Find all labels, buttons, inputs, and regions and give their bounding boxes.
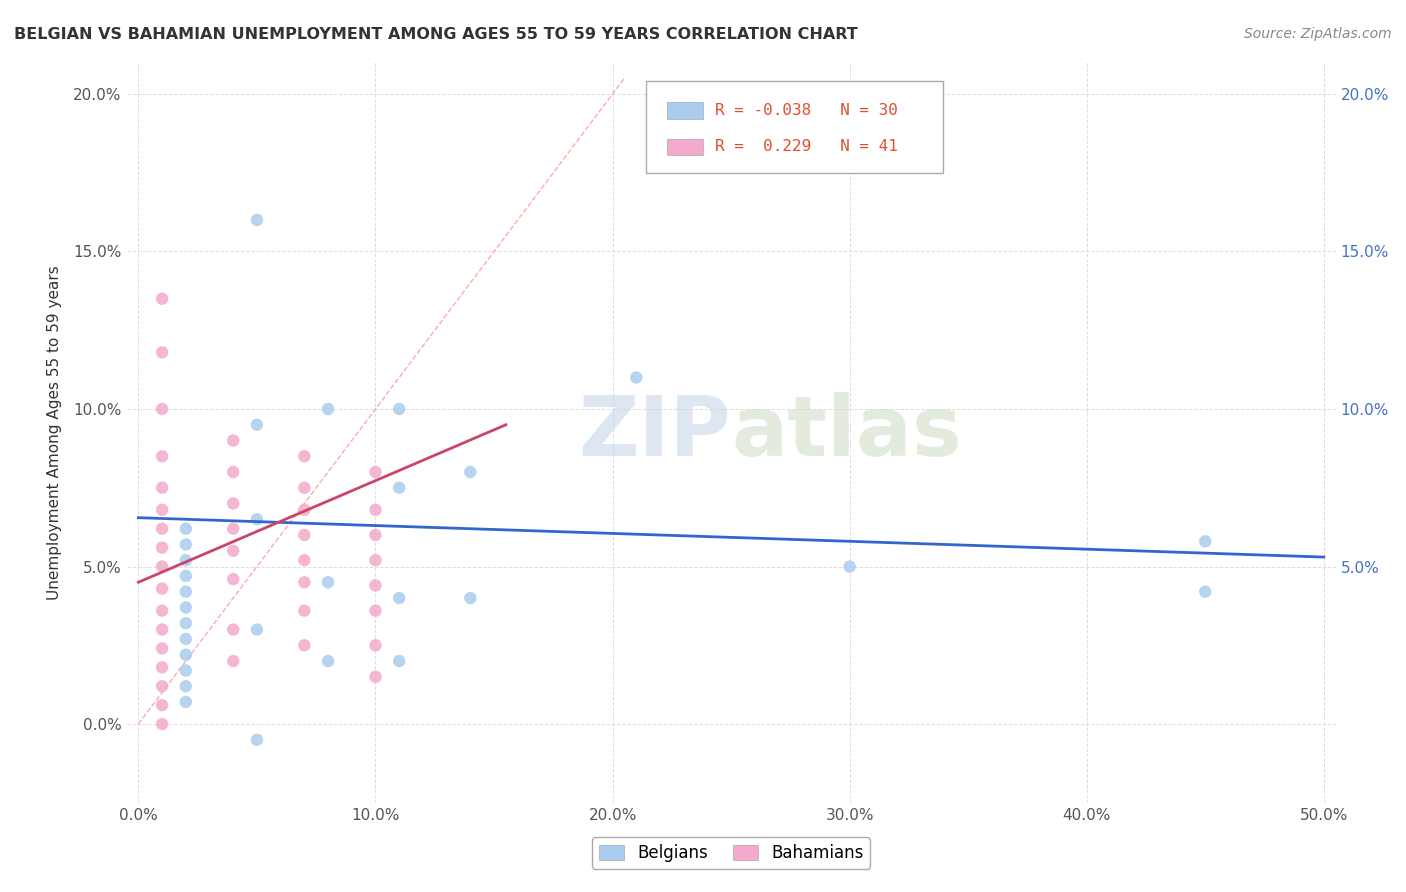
Point: [292, 449, 315, 463]
Point: [150, 582, 173, 596]
Point: [246, 512, 269, 526]
Point: [316, 402, 339, 417]
Text: R = -0.038   N = 30: R = -0.038 N = 30: [716, 103, 898, 118]
Point: [388, 654, 411, 668]
Point: [174, 537, 197, 551]
Text: ZIP: ZIP: [579, 392, 731, 473]
Point: [150, 660, 173, 674]
Point: [364, 604, 387, 618]
Point: [150, 604, 173, 618]
Point: [292, 575, 315, 590]
Point: [150, 679, 173, 693]
Point: [364, 638, 387, 652]
Point: [388, 591, 411, 605]
Point: [388, 402, 411, 417]
Point: [292, 553, 315, 567]
Point: [1194, 584, 1216, 599]
Point: [174, 632, 197, 646]
Point: [150, 559, 173, 574]
Text: R =  0.229   N = 41: R = 0.229 N = 41: [716, 139, 898, 154]
Text: atlas: atlas: [731, 392, 962, 473]
FancyBboxPatch shape: [647, 81, 943, 174]
Point: [460, 591, 482, 605]
Point: [174, 695, 197, 709]
Point: [174, 600, 197, 615]
Y-axis label: Unemployment Among Ages 55 to 59 years: Unemployment Among Ages 55 to 59 years: [48, 265, 62, 600]
Point: [1194, 534, 1216, 549]
Point: [174, 569, 197, 583]
Point: [222, 522, 245, 536]
Point: [222, 654, 245, 668]
Point: [246, 732, 269, 747]
Point: [174, 648, 197, 662]
Point: [838, 559, 860, 574]
Point: [150, 623, 173, 637]
Point: [246, 623, 269, 637]
Point: [150, 698, 173, 713]
Point: [150, 402, 173, 417]
Point: [292, 503, 315, 517]
Point: [150, 481, 173, 495]
Point: [364, 553, 387, 567]
Point: [316, 575, 339, 590]
Point: [246, 213, 269, 227]
Point: [292, 604, 315, 618]
Point: [364, 465, 387, 479]
Point: [150, 541, 173, 555]
Point: [292, 638, 315, 652]
Point: [174, 522, 197, 536]
Point: [222, 572, 245, 586]
Point: [222, 496, 245, 510]
Point: [222, 434, 245, 448]
Point: [150, 522, 173, 536]
Point: [246, 417, 269, 432]
Point: [364, 503, 387, 517]
Point: [388, 481, 411, 495]
Point: [316, 654, 339, 668]
Point: [460, 465, 482, 479]
Point: [292, 528, 315, 542]
Point: [174, 616, 197, 631]
Point: [222, 543, 245, 558]
Point: [150, 717, 173, 731]
Point: [174, 584, 197, 599]
Point: [292, 481, 315, 495]
Point: [150, 449, 173, 463]
Legend: Belgians, Bahamians: Belgians, Bahamians: [592, 838, 870, 869]
Text: BELGIAN VS BAHAMIAN UNEMPLOYMENT AMONG AGES 55 TO 59 YEARS CORRELATION CHART: BELGIAN VS BAHAMIAN UNEMPLOYMENT AMONG A…: [14, 27, 858, 42]
Point: [150, 641, 173, 656]
Point: [364, 670, 387, 684]
Point: [174, 664, 197, 678]
Point: [626, 370, 648, 384]
Bar: [666, 103, 703, 119]
Point: [222, 465, 245, 479]
Point: [150, 503, 173, 517]
Point: [174, 553, 197, 567]
Point: [364, 578, 387, 592]
Point: [364, 528, 387, 542]
Point: [150, 292, 173, 306]
Text: Source: ZipAtlas.com: Source: ZipAtlas.com: [1244, 27, 1392, 41]
Point: [174, 679, 197, 693]
Point: [222, 623, 245, 637]
Bar: [666, 138, 703, 155]
Point: [150, 345, 173, 359]
